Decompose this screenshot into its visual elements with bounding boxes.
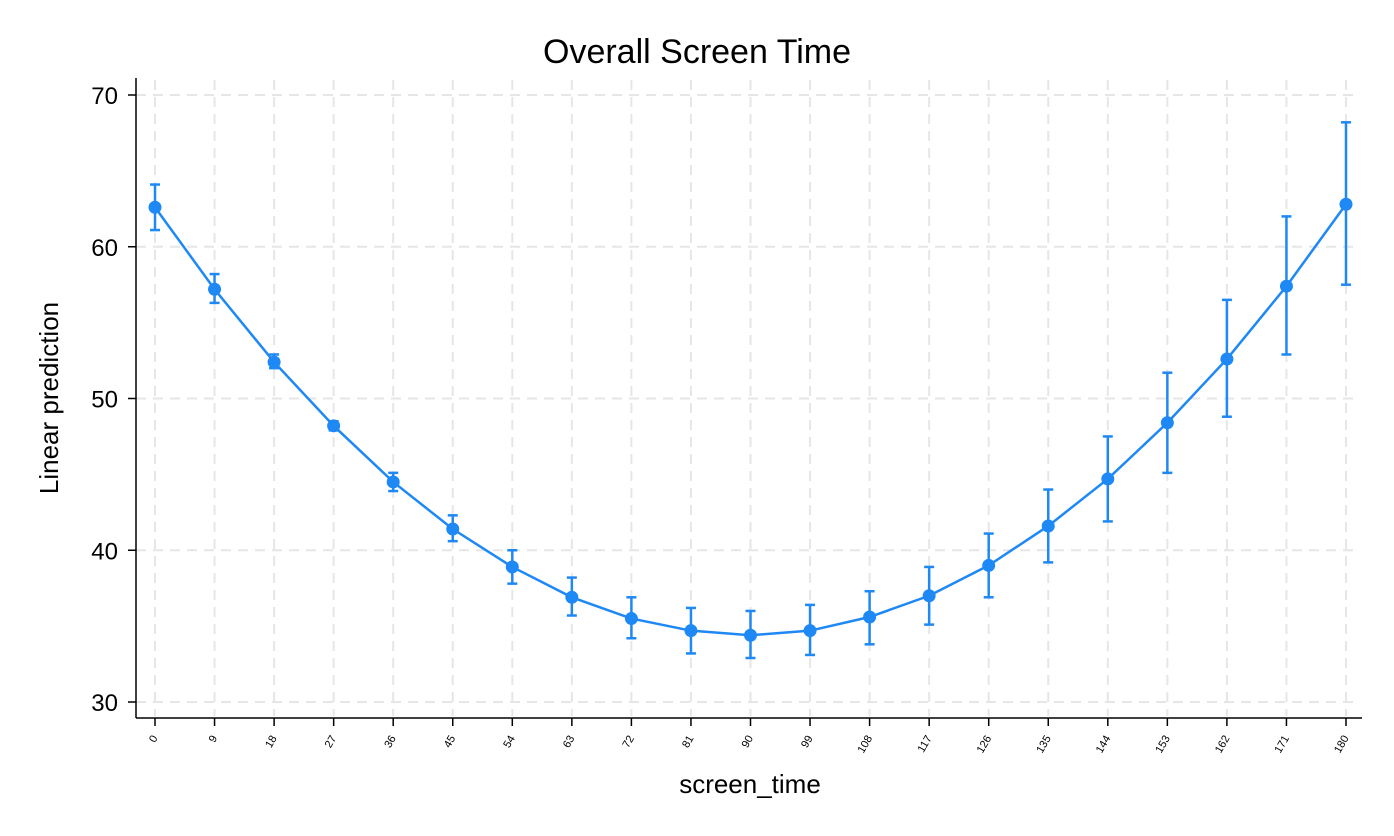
y-axis-label: Linear prediction xyxy=(34,302,64,494)
x-tick-label: 81 xyxy=(680,734,697,751)
x-tick-label: 144 xyxy=(1094,734,1114,756)
data-point xyxy=(267,355,281,369)
x-tick-label: 153 xyxy=(1153,734,1173,756)
grid xyxy=(136,80,1360,716)
series xyxy=(148,121,1353,660)
y-tick-label: 70 xyxy=(91,83,118,110)
y-tick-label: 40 xyxy=(91,538,118,565)
x-tick-label: 9 xyxy=(207,734,220,745)
x-tick-label: 36 xyxy=(382,734,399,751)
x-tick-label: 27 xyxy=(323,734,340,751)
data-point xyxy=(1339,197,1353,211)
x-tick-label: 180 xyxy=(1332,734,1352,756)
x-tick-label: 117 xyxy=(916,734,935,755)
data-point xyxy=(922,589,936,603)
x-tick-label: 126 xyxy=(975,734,995,756)
x-axis-label: screen_time xyxy=(679,769,821,799)
data-point xyxy=(1101,472,1115,486)
data-point xyxy=(208,282,222,296)
x-tick-label: 54 xyxy=(501,734,518,751)
y-tick-label: 50 xyxy=(91,387,118,414)
x-tick-label: 45 xyxy=(442,734,459,751)
data-point xyxy=(684,624,698,638)
data-point xyxy=(1279,279,1293,293)
data-point xyxy=(982,558,996,572)
data-point xyxy=(565,590,579,604)
data-point xyxy=(148,200,162,214)
x-tick-label: 171 xyxy=(1272,734,1292,756)
x-tick-label: 0 xyxy=(147,734,160,745)
y-tick-label: 60 xyxy=(91,235,118,262)
x-tick-label: 108 xyxy=(856,734,876,756)
chart-title: Overall Screen Time xyxy=(543,33,851,71)
data-point xyxy=(505,560,519,574)
x-tick-label: 63 xyxy=(561,734,578,751)
data-point xyxy=(446,522,460,536)
data-point xyxy=(327,419,341,433)
x-tick-label: 18 xyxy=(263,734,280,751)
y-tick-label: 30 xyxy=(91,690,118,717)
data-point xyxy=(386,475,400,489)
data-point xyxy=(803,624,817,638)
data-point xyxy=(1160,416,1174,430)
data-point xyxy=(1220,352,1234,366)
data-point xyxy=(863,610,877,624)
x-tick-label: 90 xyxy=(740,734,757,751)
data-point xyxy=(624,612,638,626)
x-tick-label: 162 xyxy=(1213,734,1233,756)
data-point xyxy=(1041,519,1055,533)
x-tick-label: 135 xyxy=(1034,734,1054,756)
x-tick-label: 99 xyxy=(799,734,816,751)
x-tick-label: 72 xyxy=(620,734,637,751)
data-point xyxy=(744,628,757,642)
